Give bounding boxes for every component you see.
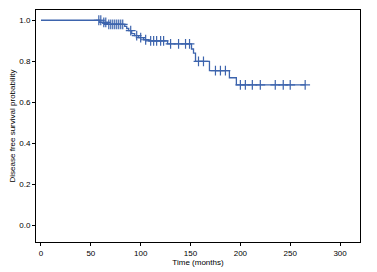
svg-text:250: 250: [284, 249, 298, 258]
svg-text:1.0: 1.0: [19, 16, 31, 25]
svg-text:Disease free survival probabil: Disease free survival probability: [8, 70, 17, 183]
svg-text:0.6: 0.6: [19, 98, 31, 107]
svg-text:0.2: 0.2: [19, 180, 31, 189]
svg-text:150: 150: [184, 249, 198, 258]
svg-text:300: 300: [333, 249, 347, 258]
svg-text:0.0: 0.0: [19, 221, 31, 230]
svg-text:100: 100: [134, 249, 148, 258]
svg-text:50: 50: [86, 249, 95, 258]
svg-text:0: 0: [39, 249, 44, 258]
svg-text:200: 200: [234, 249, 248, 258]
svg-text:0.8: 0.8: [19, 57, 31, 66]
svg-text:Time (months): Time (months): [172, 258, 224, 267]
svg-text:0.4: 0.4: [19, 139, 31, 148]
